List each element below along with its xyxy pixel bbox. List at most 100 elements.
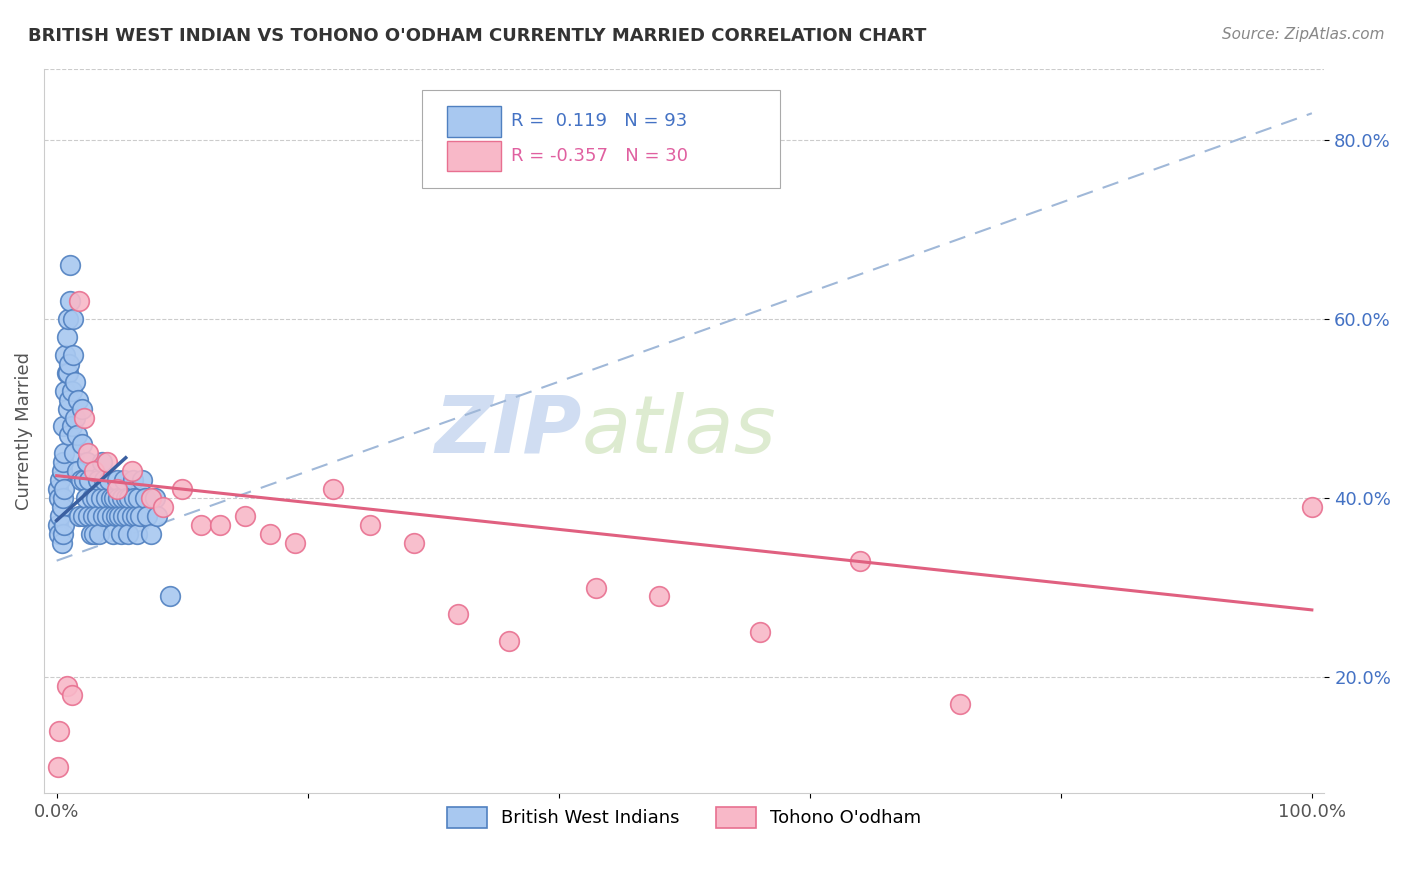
Point [146,508,169,523]
Point [114,473,136,487]
Point [48,526,70,541]
Point [190,517,212,532]
Point [498,634,520,648]
Point [112,508,135,523]
Point [125,508,148,523]
FancyBboxPatch shape [447,106,501,136]
Point [62,312,84,326]
Text: R = -0.357   N = 30: R = -0.357 N = 30 [512,147,689,165]
Point [107,491,129,505]
Point [69,473,91,487]
Point [60,419,83,434]
Point [55,679,77,693]
Point [98,473,121,487]
Point [70,401,93,416]
Point [82,508,104,523]
Point [80,491,103,505]
Point [59,294,82,309]
Point [77,508,100,523]
Point [115,508,138,523]
Point [67,508,90,523]
Text: R =  0.119   N = 93: R = 0.119 N = 93 [512,112,688,130]
Point [83,464,105,478]
Point [51,536,73,550]
Point [128,508,150,523]
Point [125,526,148,541]
Point [55,384,77,398]
Point [79,473,101,487]
Point [56,366,79,380]
Point [159,590,181,604]
Point [76,455,98,469]
Point [404,536,426,550]
Text: BRITISH WEST INDIAN VS TOHONO O'ODHAM CURRENTLY MARRIED CORRELATION CHART: BRITISH WEST INDIAN VS TOHONO O'ODHAM CU… [28,27,927,45]
Point [58,392,80,407]
Point [65,410,87,425]
Point [136,508,159,523]
Point [648,590,671,604]
Point [87,473,110,487]
Point [58,428,80,442]
Point [77,446,100,460]
Point [79,526,101,541]
Point [86,508,108,523]
Point [121,508,143,523]
Point [60,384,83,398]
Point [52,419,75,434]
Point [111,491,134,505]
Point [55,348,77,362]
Point [84,491,107,505]
Point [52,526,75,541]
Point [322,482,344,496]
Point [94,491,117,505]
Point [96,508,118,523]
Point [49,473,72,487]
Point [121,464,143,478]
Point [447,607,470,622]
Point [90,491,112,505]
Point [100,491,122,505]
Point [51,500,73,514]
Point [48,723,70,738]
Point [104,508,127,523]
Point [117,526,139,541]
Point [849,554,872,568]
Point [748,625,770,640]
Text: atlas: atlas [582,392,776,470]
Point [62,348,84,362]
Point [49,508,72,523]
Point [55,366,77,380]
Text: ZIP: ZIP [434,392,582,470]
Point [949,697,972,711]
Point [134,491,156,505]
Point [53,482,76,496]
Point [56,312,79,326]
Point [52,455,75,469]
Point [208,517,231,532]
Y-axis label: Currently Married: Currently Married [15,352,32,510]
FancyBboxPatch shape [447,141,501,171]
Point [96,455,118,469]
Point [72,508,94,523]
Point [118,491,141,505]
Point [105,473,128,487]
Point [55,330,77,344]
Point [259,526,281,541]
Point [70,437,93,451]
Point [63,446,86,460]
Point [46,482,69,496]
Point [51,464,73,478]
Point [66,428,89,442]
Point [122,473,145,487]
Point [75,491,97,505]
Legend: British West Indians, Tohono O'odham: British West Indians, Tohono O'odham [440,800,928,835]
Point [139,526,162,541]
Point [103,491,125,505]
Point [110,526,132,541]
Point [66,392,89,407]
Point [233,508,256,523]
Point [59,259,82,273]
Point [52,491,75,505]
Point [172,482,194,496]
Point [53,517,76,532]
